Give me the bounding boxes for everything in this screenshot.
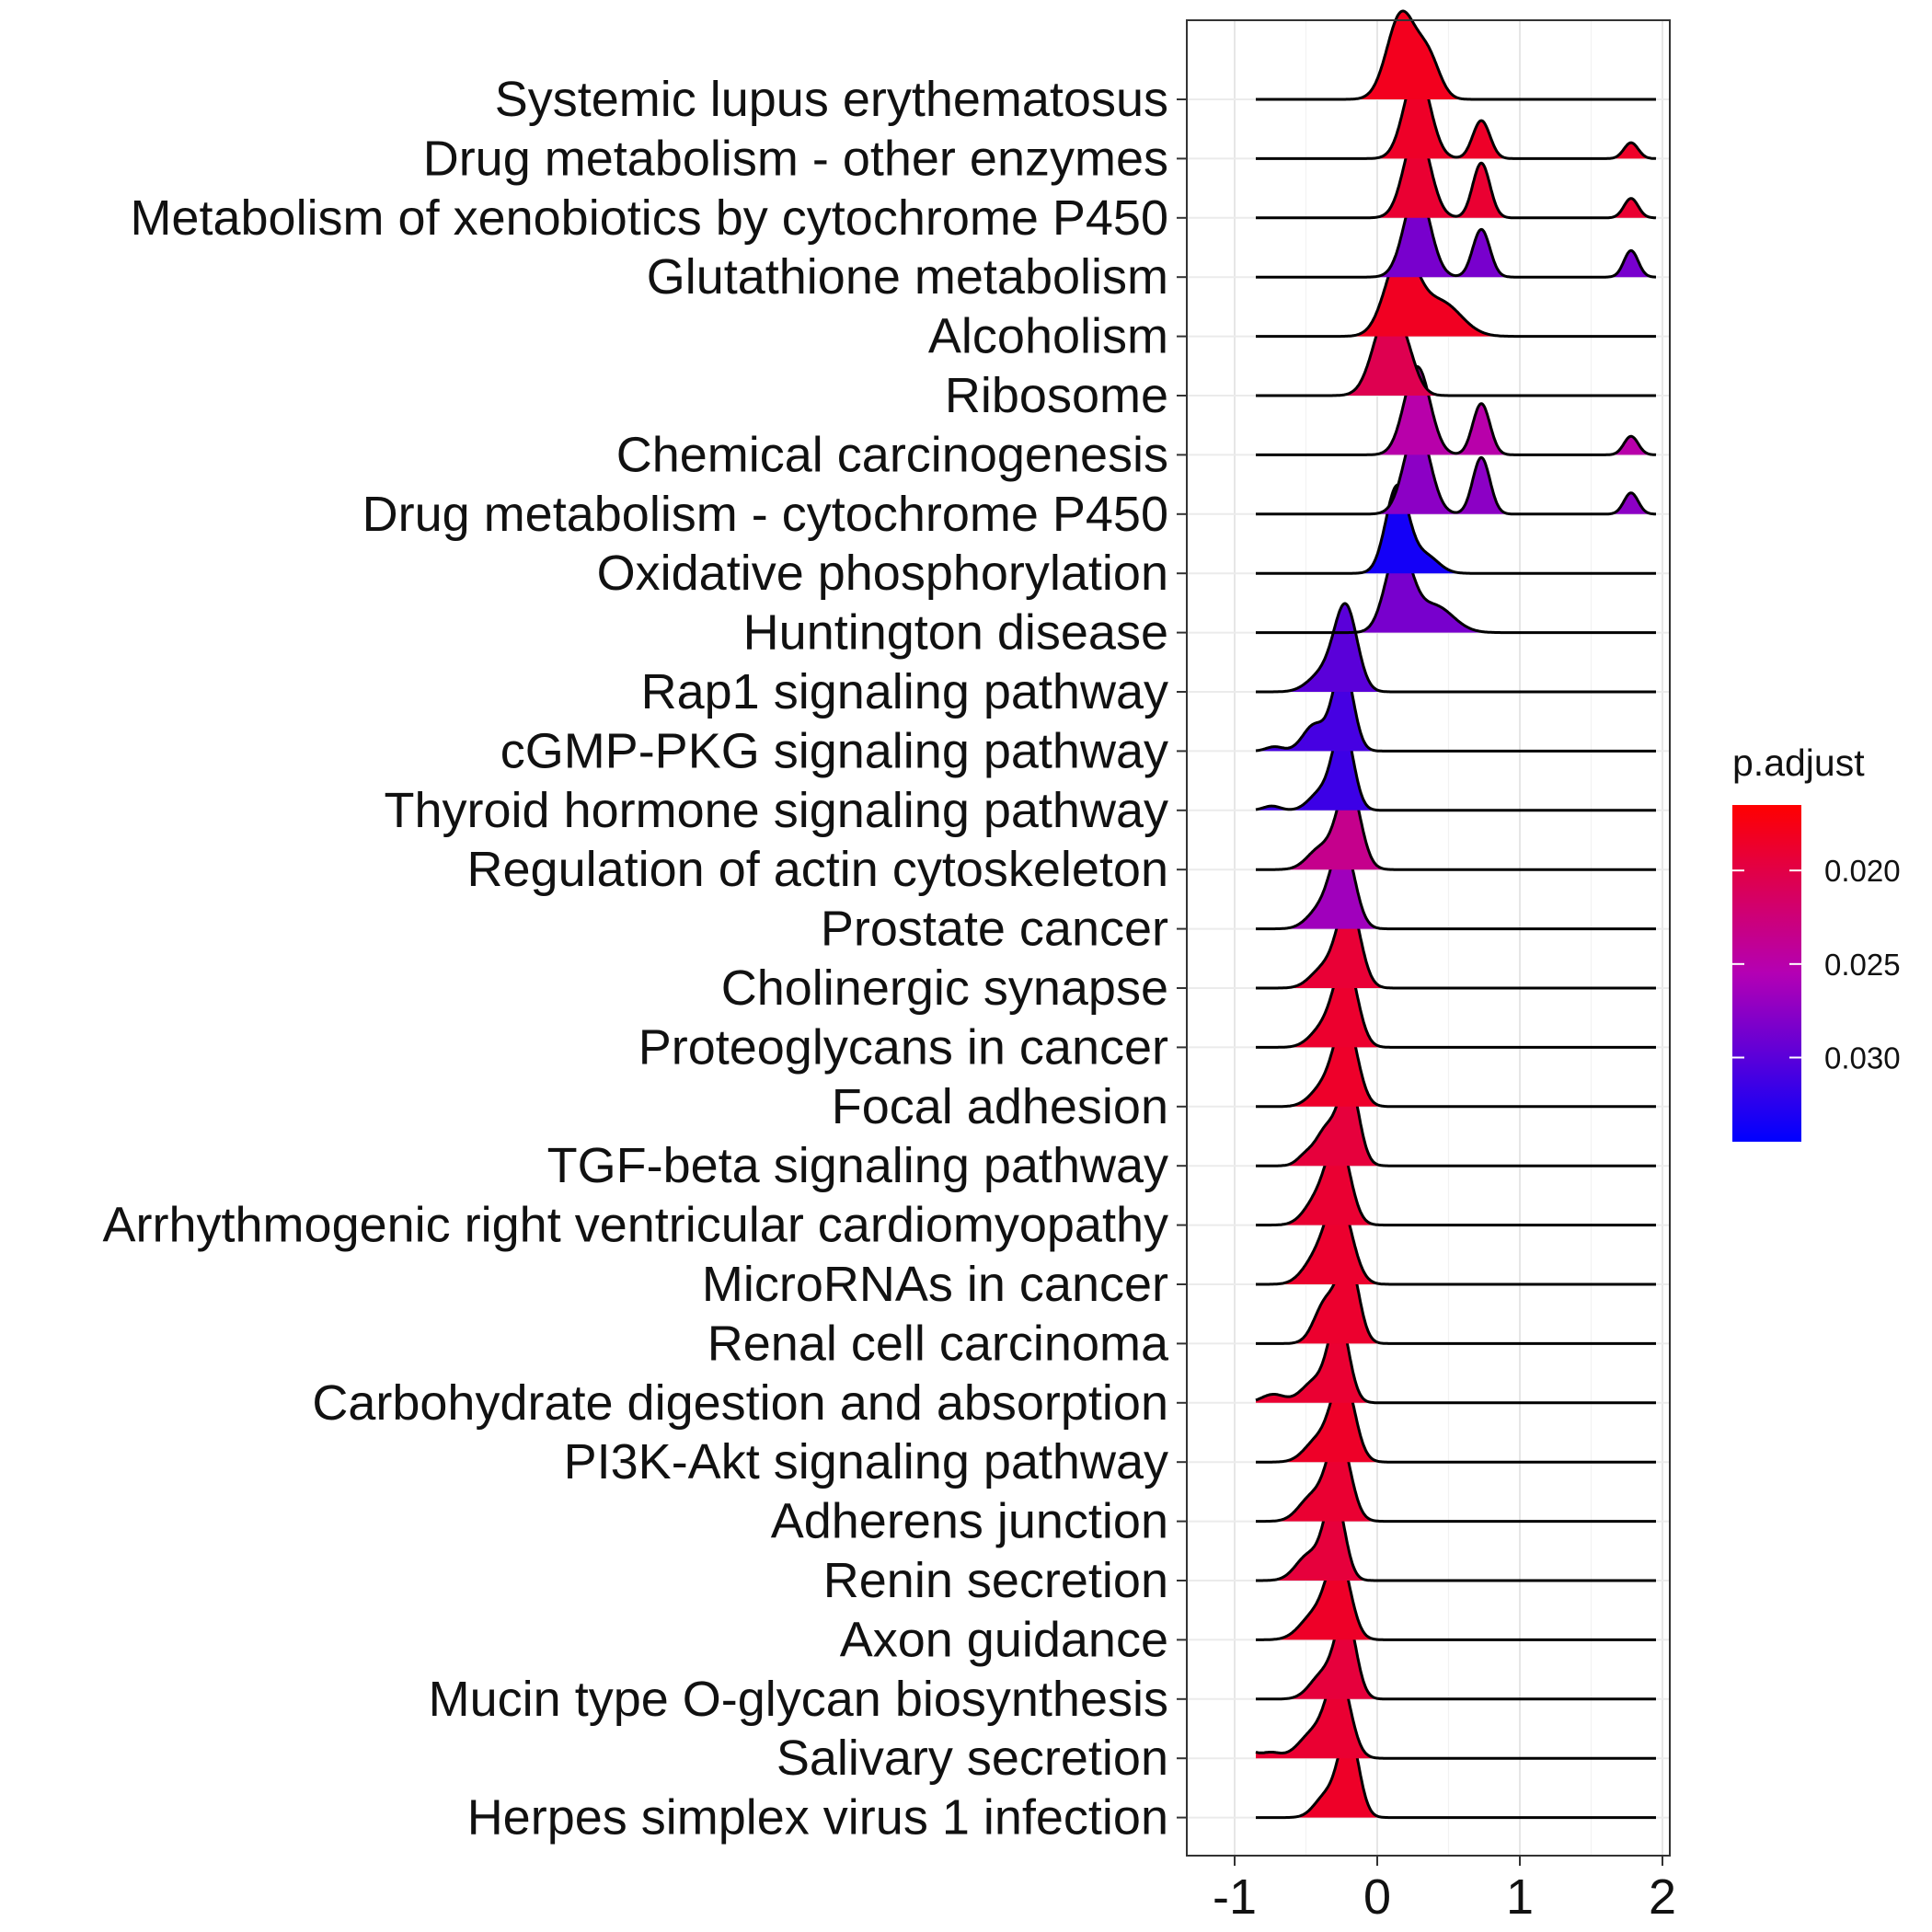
ridge-outline [1255,483,1657,575]
y-tick-label: Regulation of actin cytoskeleton [467,842,1168,897]
ridge-area [1256,1196,1656,1284]
y-tick-label: Renin secretion [823,1553,1168,1608]
ridge-outline [1255,1668,1657,1760]
ridge-area [1256,1018,1656,1107]
ridge-area [1256,247,1656,337]
y-tick-label: Systemic lupus erythematosus [495,72,1168,127]
panel-border [1186,19,1671,1857]
x-axis: -1 0 1 2 [1213,1856,1676,1925]
ridge-area [1256,1551,1656,1640]
ridge-outline [1255,957,1657,1049]
x-tick-label: 0 [1363,1869,1391,1925]
ridge-outline [1255,187,1657,279]
ridge-area [1256,1492,1656,1581]
legend-ticks: 0.020 0.025 0.030 [1732,854,1901,1075]
y-tick-label: Ribosome [945,368,1168,423]
y-tick-label: Arrhythmogenic right ventricular cardiom… [103,1198,1169,1253]
ridge-outline [1255,247,1657,339]
ridge-area [1256,1610,1656,1699]
ridge-outline [1255,1135,1657,1227]
ridge-outline [1255,1253,1657,1345]
y-tick-label: Huntington disease [743,605,1168,661]
ridge-area [1256,604,1656,692]
ridge-outline [1255,898,1657,990]
ridge-outline [1255,1609,1657,1701]
y-tick-label: Cholinergic synapse [721,960,1168,1016]
ridge-area [1256,1314,1656,1403]
legend-tick-label: 0.020 [1824,854,1901,888]
legend-colorbar [1732,805,1801,1142]
legend: p.adjust 0.020 0.025 0.030 [1732,742,1901,1142]
ridge-outline [1255,1728,1657,1820]
y-tick-label: cGMP-PKG signaling pathway [500,723,1168,778]
ridge-outline [1255,68,1657,160]
legend-title: p.adjust [1732,742,1865,784]
ridge-outline [1255,720,1657,812]
y-tick-label: Focal adhesion [832,1079,1168,1134]
y-tick-label: Mucin type O-glycan biosynthesis [429,1672,1168,1727]
ridge-area [1256,959,1656,1048]
x-tick-label: -1 [1213,1869,1257,1925]
ridge-area [1256,840,1656,929]
ridge-outline [1255,779,1657,871]
y-tick-label: Chemical carcinogenesis [616,427,1168,482]
x-tick-label: 2 [1649,1869,1676,1925]
ridge-area [1256,1255,1656,1344]
ridge-area [1256,1374,1656,1463]
x-tick-label: 1 [1506,1869,1534,1925]
ridge-outline [1255,364,1657,456]
ridge-outline [1255,602,1657,694]
ridge-outline [1255,1313,1657,1405]
y-tick-label: MicroRNAs in cancer [702,1257,1168,1312]
y-tick-label: Drug metabolism - other enzymes [423,131,1168,186]
ridges [1255,9,1657,1820]
y-tick-label: Renal cell carcinoma [707,1316,1169,1371]
ridge-area [1256,1432,1656,1522]
y-tick-label: Glutathione metabolism [647,249,1168,305]
ridge-outline [1255,9,1657,101]
ridge-outline [1255,1017,1657,1109]
y-tick-label: Metabolism of xenobiotics by cytochrome … [130,190,1168,246]
y-tick-label: Adherens junction [771,1494,1168,1549]
y-tick-label: Salivary secretion [776,1731,1168,1786]
y-tick-label: TGF-beta signaling pathway [547,1138,1168,1193]
ridge-outline [1255,1432,1657,1524]
ridge-outline [1255,839,1657,931]
ridge-outline [1255,1372,1657,1464]
y-tick-label: Drug metabolism - cytochrome P450 [362,487,1168,542]
ridge-area [1256,1670,1656,1759]
ridge-outline [1255,1549,1657,1641]
ridge-area [1256,721,1656,811]
y-tick-label: Rap1 signaling pathway [641,664,1168,719]
y-tick-label: Alcoholism [928,309,1168,364]
y-tick-label: Carbohydrate digestion and absorption [312,1375,1168,1431]
y-tick-label: Proteoglycans in cancer [638,1019,1168,1075]
y-tick-label: Axon guidance [840,1612,1168,1667]
ridge-outline [1255,1490,1657,1582]
legend-tick-label: 0.030 [1824,1041,1901,1075]
y-axis-ticks [1177,98,1187,1819]
ridge-outline [1255,661,1657,753]
legend-tick-label: 0.025 [1824,948,1901,982]
y-tick-label: Prostate cancer [821,902,1168,957]
ridge-outline [1255,543,1657,635]
ridge-outline [1255,424,1657,516]
y-tick-label: Oxidative phosphorylation [597,546,1168,601]
ridge-outline [1255,305,1657,397]
y-tick-label: PI3K-Akt signaling pathway [564,1434,1168,1489]
ridge-area [1256,662,1656,752]
y-tick-label: Herpes simplex virus 1 infection [467,1790,1168,1846]
ridge-outline [1255,128,1657,220]
y-tick-label: Thyroid hormone signaling pathway [385,783,1168,838]
ridge-outline [1255,1194,1657,1286]
ridge-outline [1255,1075,1657,1167]
